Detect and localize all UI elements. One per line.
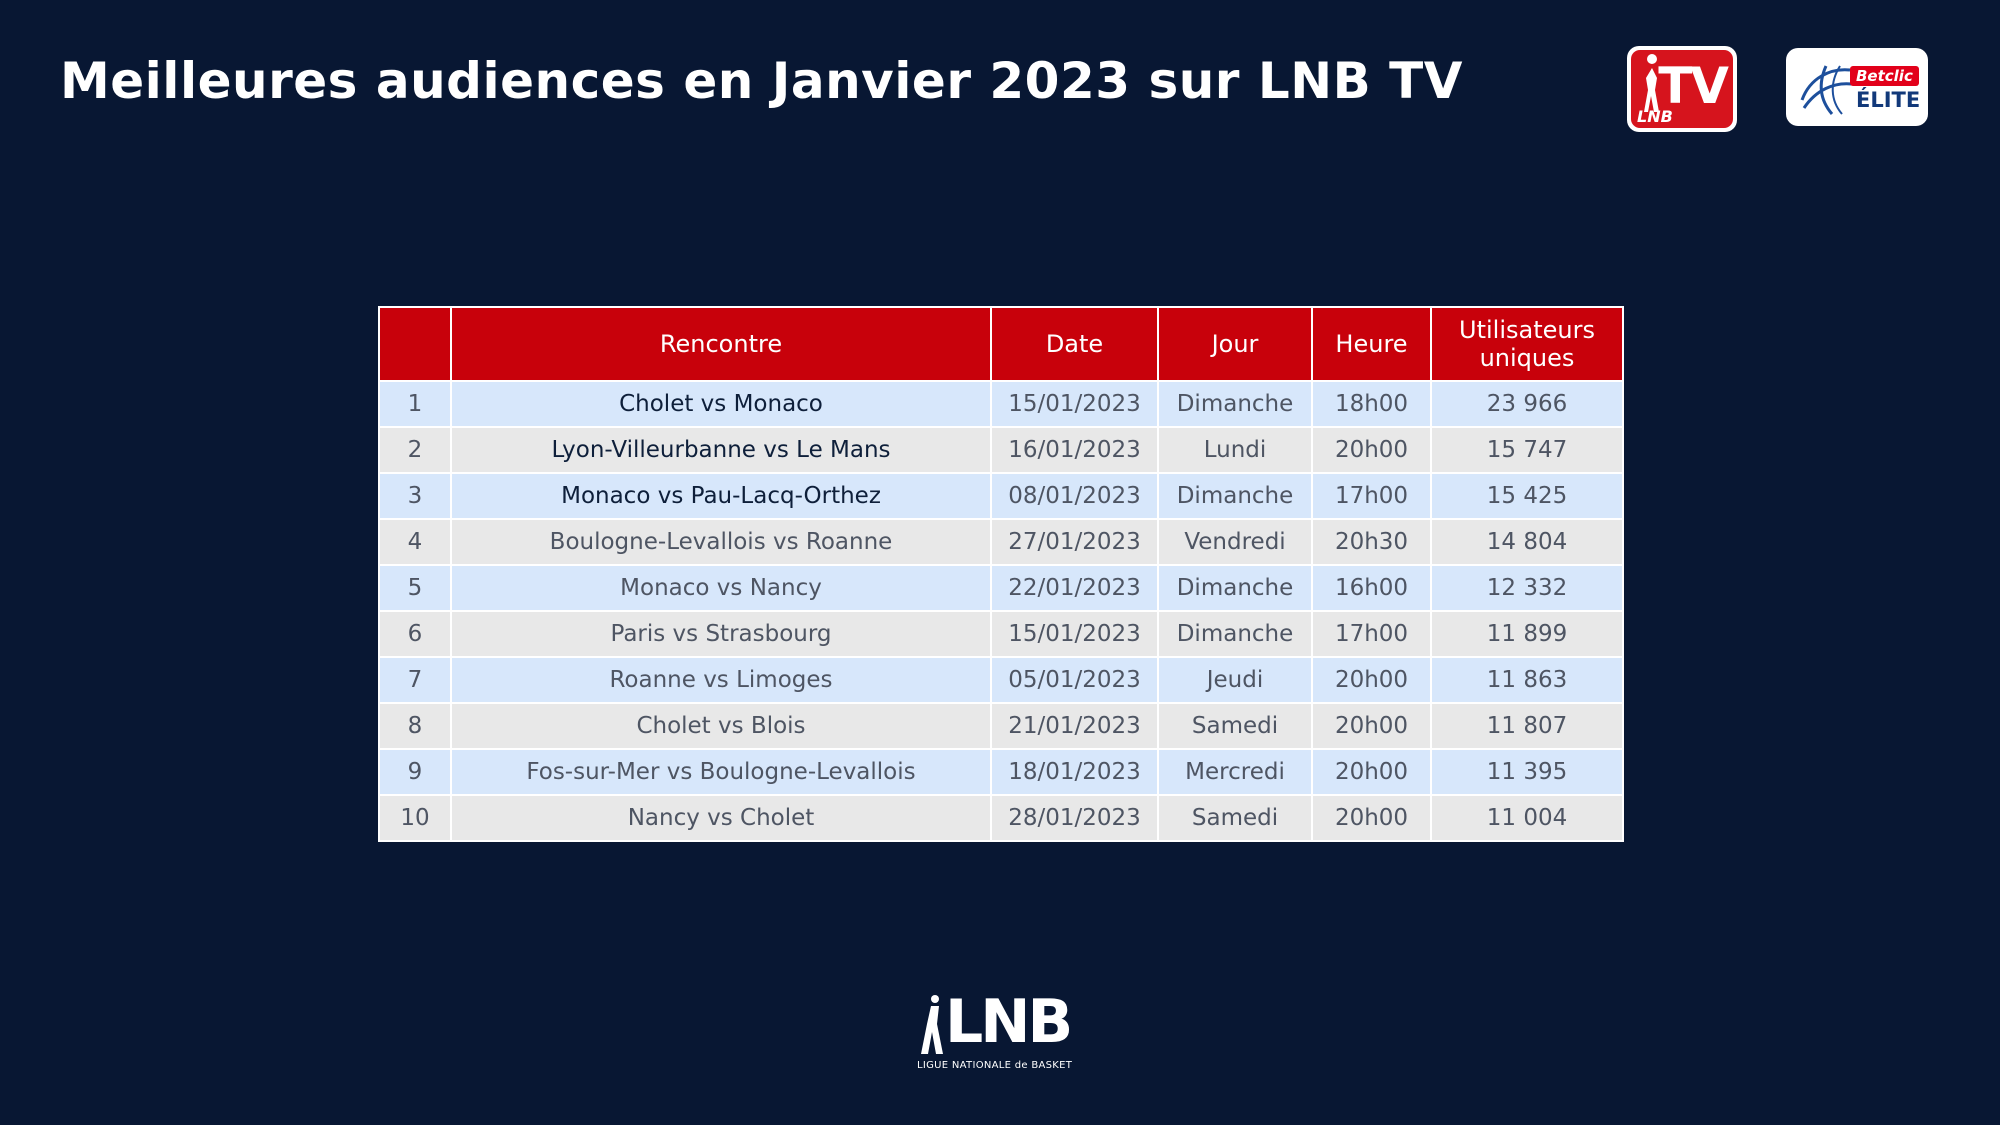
day-cell: Jeudi <box>1157 656 1313 704</box>
day-cell: Dimanche <box>1157 472 1313 520</box>
time-cell: 20h00 <box>1311 748 1432 796</box>
date-cell: 22/01/2023 <box>990 564 1159 612</box>
page-title: Meilleures audiences en Janvier 2023 sur… <box>60 52 1463 110</box>
table-row: 6 Paris vs Strasbourg 15/01/2023 Dimanch… <box>378 610 1624 658</box>
match-cell: Monaco vs Pau-Lacq-Orthez <box>450 472 992 520</box>
table-row: 9 Fos-sur-Mer vs Boulogne-Levallois 18/0… <box>378 748 1624 796</box>
column-header-rencontre: Rencontre <box>450 306 992 382</box>
rank-cell: 5 <box>378 564 452 612</box>
lnb-logo-text: LNB <box>945 987 1073 1057</box>
lnb-logo-subtitle: LIGUE NATIONALE de BASKET <box>917 1060 1073 1071</box>
player-silhouette-icon <box>1644 68 1659 112</box>
date-cell: 05/01/2023 <box>990 656 1159 704</box>
users-cell: 15 747 <box>1430 426 1624 474</box>
betclic-label: Betclic <box>1850 66 1919 86</box>
column-header-heure: Heure <box>1311 306 1432 382</box>
date-cell: 27/01/2023 <box>990 518 1159 566</box>
users-cell: 12 332 <box>1430 564 1624 612</box>
users-cell: 23 966 <box>1430 380 1624 428</box>
table-row: 7 Roanne vs Limoges 05/01/2023 Jeudi 20h… <box>378 656 1624 704</box>
users-cell: 11 395 <box>1430 748 1624 796</box>
day-cell: Lundi <box>1157 426 1313 474</box>
date-cell: 16/01/2023 <box>990 426 1159 474</box>
day-cell: Samedi <box>1157 702 1313 750</box>
time-cell: 20h30 <box>1311 518 1432 566</box>
rank-cell: 1 <box>378 380 452 428</box>
table-row: 10 Nancy vs Cholet 28/01/2023 Samedi 20h… <box>378 794 1624 842</box>
rank-cell: 8 <box>378 702 452 750</box>
tv-logo-lnb-text: LNB <box>1637 107 1673 126</box>
time-cell: 20h00 <box>1311 794 1432 842</box>
column-header-jour: Jour <box>1157 306 1313 382</box>
date-cell: 15/01/2023 <box>990 610 1159 658</box>
users-cell: 14 804 <box>1430 518 1624 566</box>
rank-cell: 7 <box>378 656 452 704</box>
basketball-icon <box>1800 65 1853 115</box>
users-cell: 15 425 <box>1430 472 1624 520</box>
date-cell: 08/01/2023 <box>990 472 1159 520</box>
day-cell: Dimanche <box>1157 564 1313 612</box>
rank-cell: 4 <box>378 518 452 566</box>
date-cell: 18/01/2023 <box>990 748 1159 796</box>
day-cell: Samedi <box>1157 794 1313 842</box>
table-row: 4 Boulogne-Levallois vs Roanne 27/01/202… <box>378 518 1624 566</box>
column-header-date: Date <box>990 306 1159 382</box>
match-cell: Nancy vs Cholet <box>450 794 992 842</box>
basketball-icon <box>1647 54 1657 64</box>
rank-cell: 2 <box>378 426 452 474</box>
users-cell: 11 863 <box>1430 656 1624 704</box>
time-cell: 20h00 <box>1311 702 1432 750</box>
time-cell: 18h00 <box>1311 380 1432 428</box>
table-row: 1 Cholet vs Monaco 15/01/2023 Dimanche 1… <box>378 380 1624 428</box>
day-cell: Dimanche <box>1157 380 1313 428</box>
match-cell: Fos-sur-Mer vs Boulogne-Levallois <box>450 748 992 796</box>
match-cell: Cholet vs Monaco <box>450 380 992 428</box>
time-cell: 17h00 <box>1311 472 1432 520</box>
table-row: 2 Lyon-Villeurbanne vs Le Mans 16/01/202… <box>378 426 1624 474</box>
date-cell: 21/01/2023 <box>990 702 1159 750</box>
users-cell: 11 807 <box>1430 702 1624 750</box>
column-header-utilisateurs: Utilisateurs uniques <box>1430 306 1624 382</box>
day-cell: Dimanche <box>1157 610 1313 658</box>
betclic-elite-logo: Betclic ÉLITE <box>1786 48 1928 126</box>
rank-cell: 10 <box>378 794 452 842</box>
table-row: 5 Monaco vs Nancy 22/01/2023 Dimanche 16… <box>378 564 1624 612</box>
rank-cell: 9 <box>378 748 452 796</box>
day-cell: Vendredi <box>1157 518 1313 566</box>
rank-cell: 6 <box>378 610 452 658</box>
table-row: 3 Monaco vs Pau-Lacq-Orthez 08/01/2023 D… <box>378 472 1624 520</box>
date-cell: 15/01/2023 <box>990 380 1159 428</box>
lnb-logo: LNB LIGUE NATIONALE de BASKET <box>915 990 1085 1080</box>
users-cell: 11 899 <box>1430 610 1624 658</box>
elite-label: ÉLITE <box>1856 88 1921 112</box>
lnb-tv-logo: TV LNB <box>1627 46 1737 132</box>
time-cell: 16h00 <box>1311 564 1432 612</box>
tv-logo-text: TV <box>1658 57 1729 115</box>
match-cell: Monaco vs Nancy <box>450 564 992 612</box>
time-cell: 20h00 <box>1311 656 1432 704</box>
match-cell: Lyon-Villeurbanne vs Le Mans <box>450 426 992 474</box>
table-header-row: Rencontre Date Jour Heure Utilisateurs u… <box>378 306 1624 382</box>
table-row: 8 Cholet vs Blois 21/01/2023 Samedi 20h0… <box>378 702 1624 750</box>
match-cell: Cholet vs Blois <box>450 702 992 750</box>
audience-table: Rencontre Date Jour Heure Utilisateurs u… <box>378 306 1624 842</box>
time-cell: 17h00 <box>1311 610 1432 658</box>
player-silhouette-icon <box>921 995 943 1054</box>
date-cell: 28/01/2023 <box>990 794 1159 842</box>
time-cell: 20h00 <box>1311 426 1432 474</box>
day-cell: Mercredi <box>1157 748 1313 796</box>
match-cell: Paris vs Strasbourg <box>450 610 992 658</box>
match-cell: Boulogne-Levallois vs Roanne <box>450 518 992 566</box>
users-cell: 11 004 <box>1430 794 1624 842</box>
column-header-rank <box>378 306 452 382</box>
rank-cell: 3 <box>378 472 452 520</box>
match-cell: Roanne vs Limoges <box>450 656 992 704</box>
